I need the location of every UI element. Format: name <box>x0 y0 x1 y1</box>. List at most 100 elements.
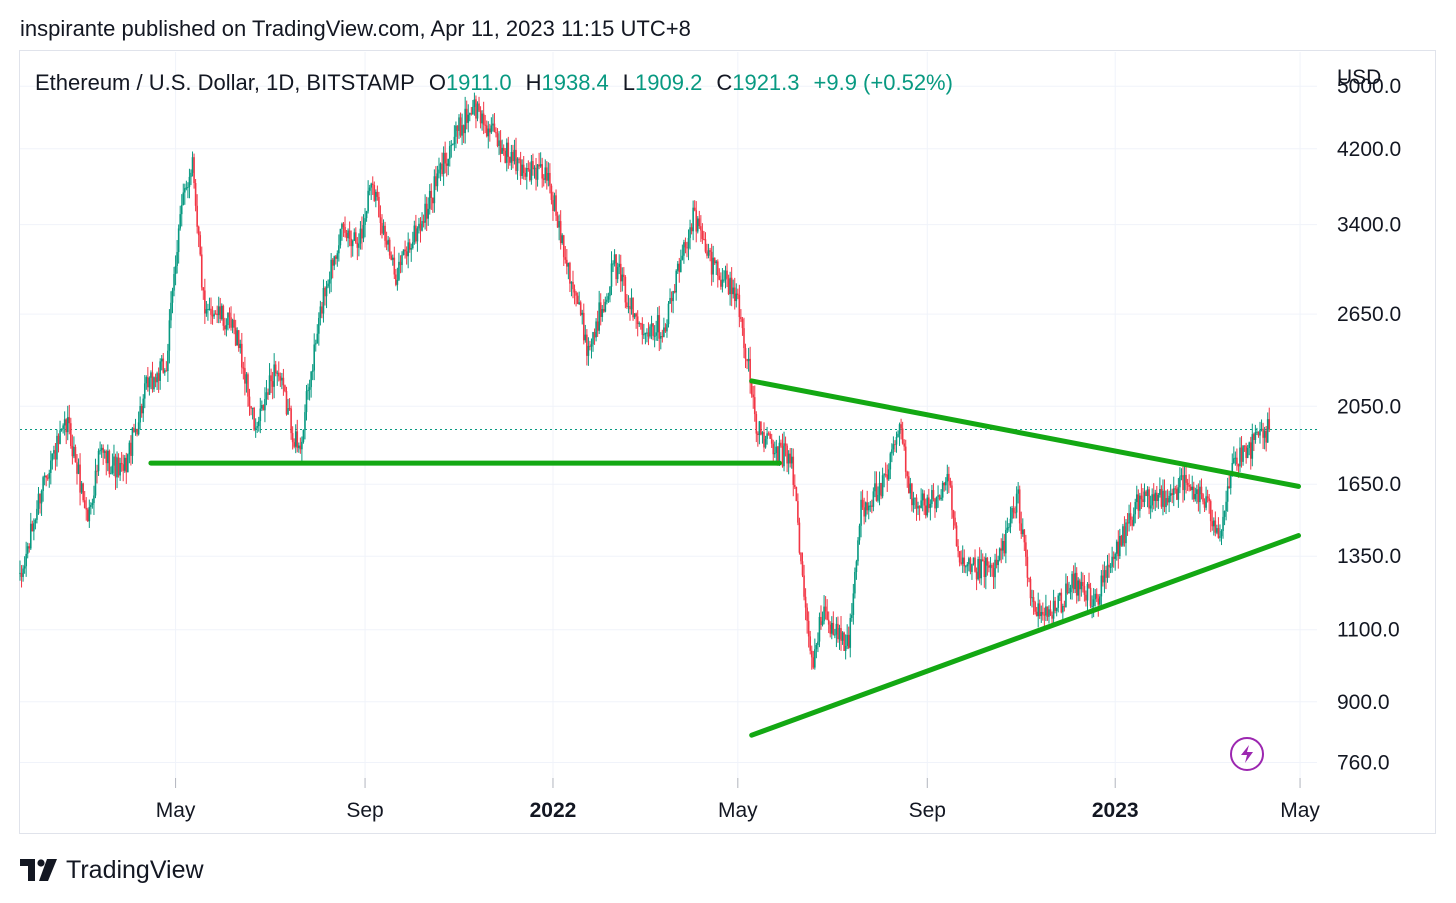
candle-body <box>932 490 935 499</box>
lightning-bolt-icon[interactable] <box>1230 737 1264 771</box>
candle-body <box>193 157 195 184</box>
candle-body <box>418 223 420 229</box>
candle <box>1220 529 1223 546</box>
candle-body <box>197 226 200 236</box>
candle-body <box>581 312 584 315</box>
candle-body <box>904 446 907 472</box>
candle <box>216 305 218 323</box>
candle <box>572 270 574 299</box>
candle <box>1057 593 1060 613</box>
candle-body <box>1055 607 1058 611</box>
candle-body <box>1083 585 1086 595</box>
candle <box>268 363 271 395</box>
candle-body <box>1140 495 1143 500</box>
candle <box>348 221 351 247</box>
open-key: O <box>428 70 446 95</box>
candle-body <box>989 564 992 568</box>
candle <box>567 262 570 280</box>
candle-body <box>265 392 268 400</box>
candle-body <box>789 453 791 464</box>
brand[interactable]: TradingView <box>20 854 204 886</box>
candle-body <box>244 368 246 384</box>
candle-body <box>769 433 771 439</box>
trendlines[interactable] <box>148 378 1302 738</box>
candle-body <box>800 552 802 562</box>
candle <box>696 216 699 234</box>
candle-body <box>103 451 106 453</box>
candle-body <box>1265 430 1267 443</box>
candle-body <box>407 242 409 257</box>
candle <box>810 645 813 670</box>
candle-body <box>1179 476 1181 488</box>
candle <box>669 288 671 304</box>
candle <box>432 197 434 213</box>
candle-body <box>120 462 123 465</box>
candle <box>254 418 257 438</box>
candle-body <box>689 227 691 238</box>
candle-body <box>50 460 52 473</box>
candle-body <box>154 377 157 383</box>
candle <box>855 559 858 580</box>
candle-body <box>692 207 694 232</box>
candle <box>707 243 710 259</box>
candle-body <box>1183 474 1186 491</box>
time-axis[interactable]: May Sep 2022 May Sep 2023 May <box>156 778 1321 822</box>
candle-body <box>268 375 271 395</box>
candle-body <box>168 320 171 351</box>
candle <box>596 310 599 337</box>
candle <box>376 185 379 201</box>
candle-body <box>411 242 414 249</box>
candle <box>524 167 527 181</box>
candle <box>368 184 371 196</box>
candle <box>684 237 687 254</box>
candle-body <box>139 406 141 423</box>
candle <box>550 183 553 205</box>
candle <box>94 458 97 499</box>
candle-body <box>670 297 673 302</box>
candle-body <box>475 99 477 119</box>
candle-body <box>476 103 479 119</box>
ascending-support-trendline[interactable] <box>749 533 1302 738</box>
candle-body <box>171 290 174 303</box>
candle <box>492 114 494 132</box>
candle-body <box>1262 428 1264 438</box>
candle-body <box>686 247 688 249</box>
candle <box>860 491 862 538</box>
candle-body <box>516 158 519 171</box>
candle <box>163 368 166 376</box>
candle <box>701 223 704 244</box>
candle <box>290 405 292 440</box>
candle <box>670 291 673 313</box>
candle <box>71 434 74 465</box>
candle <box>1171 488 1174 504</box>
candle-body <box>290 408 292 434</box>
candle-body <box>907 476 910 494</box>
candle-body <box>174 265 177 275</box>
candle-body <box>1051 615 1053 619</box>
candle-body <box>778 442 781 463</box>
candle <box>981 553 984 562</box>
candle <box>453 125 456 151</box>
candle <box>239 339 242 354</box>
candle <box>627 295 630 314</box>
candle-body <box>941 483 944 498</box>
descending-resistance-trendline[interactable] <box>749 378 1302 489</box>
candle-body <box>1097 598 1100 605</box>
candle <box>1186 478 1189 491</box>
candle-body <box>1012 508 1015 513</box>
candle <box>978 547 981 584</box>
candle-body <box>901 428 904 444</box>
candle-body <box>1018 489 1021 524</box>
candle-body <box>903 443 905 447</box>
candle-body <box>1109 566 1112 568</box>
candle <box>1169 484 1172 502</box>
candle-body <box>1119 535 1121 557</box>
candle-body <box>88 506 91 522</box>
candle <box>603 299 605 313</box>
price-axis[interactable]: 5000.04200.03400.02650.02050.01650.01350… <box>1337 75 1401 774</box>
candle-body <box>1111 556 1113 567</box>
candle <box>504 148 507 164</box>
candle <box>36 500 38 524</box>
candle-body <box>724 270 727 280</box>
